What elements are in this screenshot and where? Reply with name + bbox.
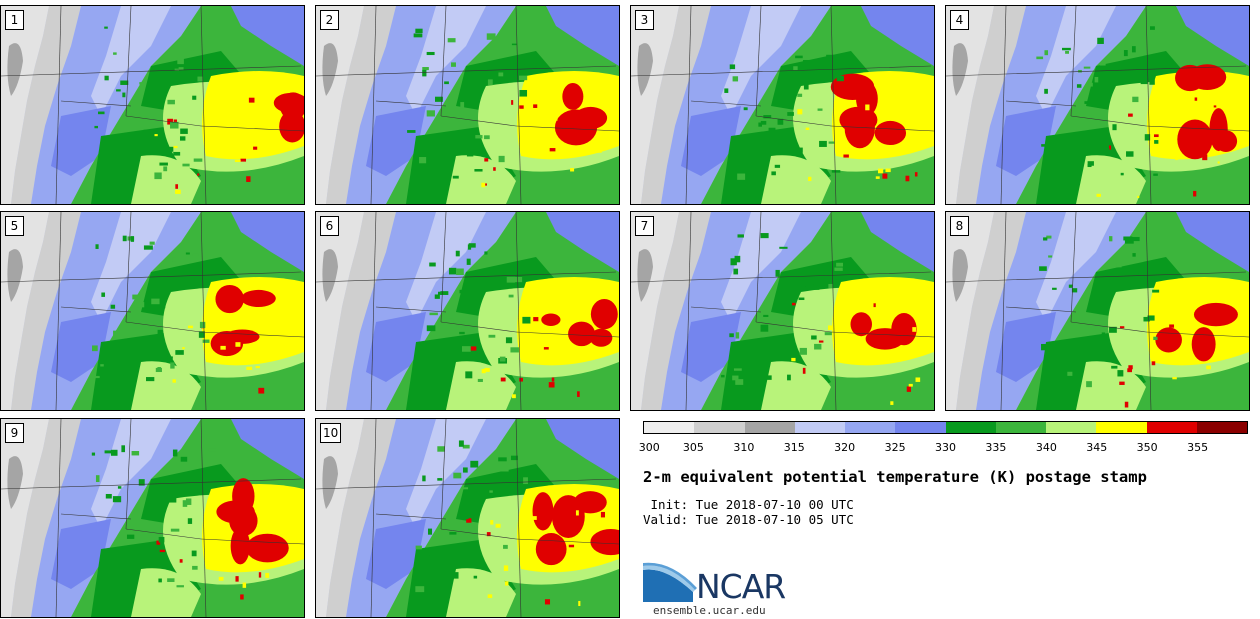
member-panel-6: 6 [315,211,620,411]
colorbar-ticks: 300 305 310 315 320 325 330 335 340 345 350 355 [639,441,1248,455]
map-field [316,212,619,410]
map-field [316,419,619,617]
colorbar-segment [644,422,695,433]
member-panel-9: 9 [0,418,305,618]
ncar-logo-icon [643,562,697,602]
map-field [946,6,1249,204]
member-number-label: 5 [5,216,24,236]
member-number-label: 1 [5,10,24,30]
map-field [1,212,304,410]
colorbar-segment [995,422,1046,433]
init-time: Init: Tue 2018-07-10 00 UTC [643,497,854,512]
logo-url: ensemble.ucar.edu [653,604,766,617]
member-panel-4: 4 [945,5,1250,205]
chart-title: 2-m equivalent potential temperature (K)… [643,468,1147,486]
member-number-label: 8 [950,216,969,236]
colorbar-segment [895,422,946,433]
colorbar-tick-label: 315 [783,441,805,454]
map-field [316,6,619,204]
member-number-label: 6 [320,216,339,236]
member-panel-5: 5 [0,211,305,411]
colorbar-tick-label: 345 [1086,441,1108,454]
colorbar-segment [1196,422,1247,433]
colorbar-segment [744,422,795,433]
map-field [946,212,1249,410]
colorbar-segment [945,422,996,433]
member-panel-7: 7 [630,211,935,411]
colorbar-segment [694,422,745,433]
colorbar-tick-label: 305 [682,441,704,454]
colorbar-tick-label: 320 [834,441,856,454]
map-field [1,6,304,204]
member-number-label: 10 [320,423,342,443]
colorbar-tick-label: 335 [985,441,1007,454]
colorbar-tick-label: 310 [733,441,755,454]
valid-time: Valid: Tue 2018-07-10 05 UTC [643,512,854,527]
member-number-label: 7 [635,216,654,236]
colorbar-segment [1096,422,1147,433]
map-field [631,6,934,204]
colorbar-tick-label: 350 [1136,441,1158,454]
colorbar-segment [1146,422,1197,433]
colorbar-segment [845,422,896,433]
colorbar [643,421,1248,434]
map-field [1,419,304,617]
colorbar-tick-label: 325 [884,441,906,454]
colorbar-segment [794,422,845,433]
map-field [631,212,934,410]
member-panel-3: 3 [630,5,935,205]
logo-text: NCAR [696,567,786,606]
colorbar-tick-label: 330 [935,441,956,454]
colorbar-tick-label: 340 [1035,441,1057,454]
member-number-label: 4 [950,10,969,30]
colorbar-tick-label: 355 [1187,441,1209,454]
member-number-label: 2 [320,10,339,30]
member-number-label: 9 [5,423,24,443]
member-number-label: 3 [635,10,654,30]
member-panel-1: 1 [0,5,305,205]
member-panel-2: 2 [315,5,620,205]
colorbar-tick-label: 300 [638,441,660,454]
member-panel-8: 8 [945,211,1250,411]
colorbar-segment [1046,422,1097,433]
member-panel-10: 10 [315,418,620,618]
